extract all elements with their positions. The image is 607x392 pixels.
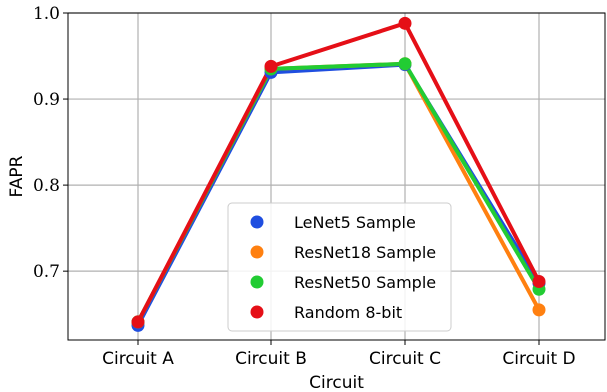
legend: LeNet5 Sample ResNet18 Sample ResNet50 Sam… (227, 202, 452, 332)
y-tick-label: 0.9 (33, 90, 60, 110)
y-tick-label: 0.8 (33, 176, 60, 196)
legend-label: ResNet18 Sample (294, 243, 436, 262)
legend-marker (250, 215, 264, 229)
x-tick-label: Circuit C (369, 349, 441, 369)
data-point (398, 57, 412, 71)
y-tick-label: 1.0 (33, 4, 60, 24)
data-point (264, 59, 278, 73)
data-point (398, 16, 412, 30)
legend-box (227, 202, 452, 332)
legend-marker (250, 245, 264, 259)
y-axis-label: FAPR (7, 155, 27, 197)
series-lines (136, 21, 541, 327)
legend-marker (250, 275, 264, 289)
series-line-3 (136, 21, 541, 323)
legend-label: LeNet5 Sample (294, 213, 416, 232)
y-tick-label: 0.7 (33, 262, 60, 282)
x-tick-label: Circuit B (235, 349, 307, 369)
y-tick-labels: 0.7 0.8 0.9 1.0 (33, 4, 68, 282)
x-axis-label: Circuit (309, 373, 364, 392)
x-tick-labels: Circuit A Circuit B Circuit C Circuit D (102, 340, 576, 369)
series-points (131, 16, 546, 332)
data-point (532, 303, 546, 317)
legend-label: Random 8-bit (294, 303, 402, 322)
data-point (131, 315, 145, 329)
legend-label: ResNet50 Sample (294, 273, 436, 292)
x-tick-label: Circuit A (102, 349, 174, 369)
plot-frame (67, 12, 606, 341)
legend-marker (250, 305, 264, 319)
x-tick-label: Circuit D (502, 349, 575, 369)
data-point (532, 274, 546, 288)
